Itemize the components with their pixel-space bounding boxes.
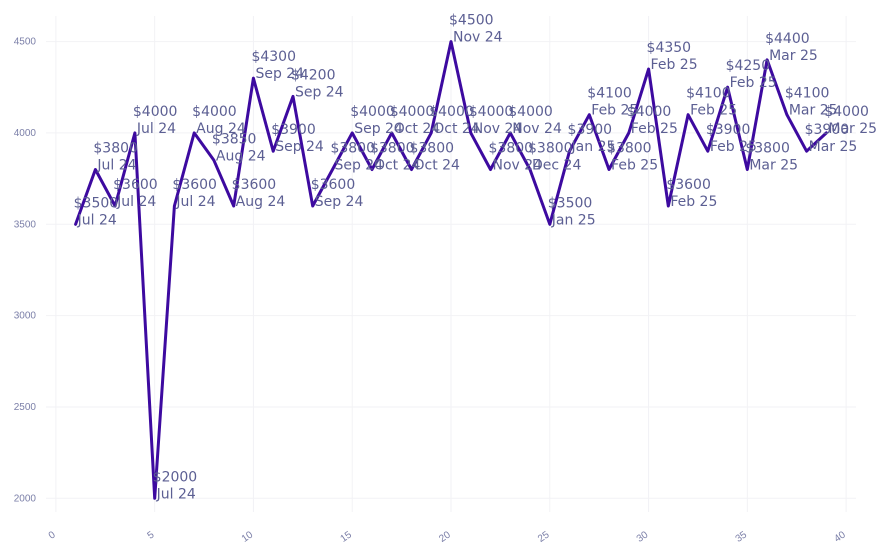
data-label-price: $3900 bbox=[568, 122, 613, 138]
data-label-price: $4000 bbox=[824, 104, 869, 120]
data-label-date: Feb 25 bbox=[690, 103, 737, 119]
x-tick-label: 40 bbox=[832, 529, 848, 545]
data-label-date: Feb 25 bbox=[611, 157, 658, 173]
data-label-price: $4500 bbox=[449, 13, 494, 29]
y-tick-label: 2000 bbox=[14, 493, 37, 504]
data-label-price: $4000 bbox=[350, 104, 395, 120]
data-label-price: $3900 bbox=[706, 122, 751, 138]
data-label-date: Nov 24 bbox=[453, 30, 503, 46]
x-tick-label: 20 bbox=[437, 529, 453, 545]
data-label-date: Jul 24 bbox=[116, 194, 156, 210]
x-tick-label: 10 bbox=[240, 529, 256, 545]
y-tick-label: 3500 bbox=[14, 219, 37, 230]
data-label-price: $3800 bbox=[370, 140, 415, 156]
data-label-price: $3500 bbox=[548, 195, 593, 211]
y-tick-label: 4500 bbox=[14, 37, 37, 48]
data-label-price: $3600 bbox=[232, 177, 277, 193]
data-label-price: $3900 bbox=[271, 122, 316, 138]
data-label-price: $4000 bbox=[627, 104, 672, 120]
data-label-price: $4300 bbox=[251, 49, 296, 65]
data-label-date: Nov 24 bbox=[512, 121, 562, 137]
data-label-price: $3600 bbox=[666, 177, 711, 193]
data-label-date: Mar 25 bbox=[809, 139, 858, 155]
data-label-price: $3900 bbox=[805, 122, 850, 138]
data-label-date: Aug 24 bbox=[196, 121, 246, 137]
data-label-date: Sep 24 bbox=[334, 157, 383, 173]
data-label-price: $4100 bbox=[785, 86, 830, 102]
x-tick-label: 15 bbox=[339, 529, 355, 545]
data-label-price: $4250 bbox=[726, 58, 771, 74]
data-label-price: $4000 bbox=[469, 104, 514, 120]
x-tick-label: 0 bbox=[47, 529, 58, 541]
data-label-price: $4100 bbox=[686, 86, 731, 102]
data-label-date: Oct 24 bbox=[394, 121, 441, 137]
data-label-price: $3850 bbox=[212, 131, 257, 147]
data-label-date: Jul 24 bbox=[96, 157, 136, 173]
data-label-price: $4200 bbox=[291, 67, 336, 83]
data-label-price: $3500 bbox=[74, 195, 119, 211]
data-label-price: $3800 bbox=[528, 140, 573, 156]
data-label-date: Sep 24 bbox=[354, 121, 403, 137]
x-tick-label: 25 bbox=[536, 529, 552, 545]
data-label-date: Feb 25 bbox=[710, 139, 757, 155]
data-label-date: Jul 24 bbox=[175, 194, 215, 210]
data-label-price: $4100 bbox=[587, 86, 632, 102]
data-label-date: Feb 25 bbox=[730, 75, 777, 91]
data-label-price: $4000 bbox=[133, 104, 178, 120]
data-label-date: Sep 24 bbox=[295, 84, 344, 100]
data-label-date: Mar 25 bbox=[769, 48, 818, 64]
data-label-date: Feb 25 bbox=[631, 121, 678, 137]
y-tick-label: 3000 bbox=[14, 311, 37, 322]
data-label-price: $3800 bbox=[330, 140, 375, 156]
data-label-date: Oct 24 bbox=[413, 157, 460, 173]
data-label-date: Sep 24 bbox=[275, 139, 324, 155]
data-label-date: Aug 24 bbox=[236, 194, 286, 210]
data-label-price: $3800 bbox=[607, 140, 652, 156]
data-label-price: $3600 bbox=[311, 177, 356, 193]
data-label-date: Jan 25 bbox=[571, 139, 616, 155]
data-label-date: Jul 24 bbox=[77, 212, 117, 228]
data-label-date: Jul 24 bbox=[136, 121, 176, 137]
data-label-price: $3800 bbox=[489, 140, 534, 156]
y-tick-label: 4000 bbox=[14, 128, 37, 139]
data-label-price: $3800 bbox=[93, 140, 138, 156]
data-label-date: Oct 24 bbox=[433, 121, 480, 137]
data-label-date: Feb 25 bbox=[591, 103, 638, 119]
data-label-price: $4000 bbox=[429, 104, 474, 120]
data-label-date: Jul 24 bbox=[156, 486, 196, 502]
data-label-price: $2000 bbox=[153, 469, 198, 485]
data-label-price: $3600 bbox=[172, 177, 217, 193]
data-label-date: Sep 24 bbox=[255, 66, 304, 82]
x-tick-label: 30 bbox=[635, 529, 651, 545]
data-label-date: Nov 24 bbox=[473, 121, 523, 137]
series bbox=[74, 40, 828, 500]
data-label-price: $3800 bbox=[745, 140, 790, 156]
data-label-date: Oct 24 bbox=[374, 157, 421, 173]
data-label-price: $4000 bbox=[390, 104, 435, 120]
data-label-price: $3800 bbox=[409, 140, 454, 156]
data-label-date: Aug 24 bbox=[216, 148, 266, 164]
data-label-price: $4350 bbox=[647, 40, 692, 56]
series-line bbox=[74, 40, 828, 500]
data-label-price: $4000 bbox=[508, 104, 553, 120]
data-label-date: Mar 25 bbox=[749, 157, 798, 173]
data-label-date: Mar 25 bbox=[828, 121, 877, 137]
data-label-price: $3600 bbox=[113, 177, 158, 193]
data-label-date: Dec 24 bbox=[532, 157, 581, 173]
data-label-date: Feb 25 bbox=[651, 57, 698, 73]
data-label-date: Jan 25 bbox=[551, 212, 596, 228]
x-tick-label: 35 bbox=[734, 529, 750, 545]
data-label-price: $4400 bbox=[765, 31, 810, 47]
data-label-date: Feb 25 bbox=[670, 194, 717, 210]
y-tick-label: 2500 bbox=[14, 402, 37, 413]
x-tick-label: 5 bbox=[146, 529, 157, 541]
data-label-price: $4000 bbox=[192, 104, 237, 120]
data-label-date: Mar 25 bbox=[789, 103, 838, 119]
data-label-date: Sep 24 bbox=[315, 194, 364, 210]
data-label-date: Nov 24 bbox=[493, 157, 543, 173]
